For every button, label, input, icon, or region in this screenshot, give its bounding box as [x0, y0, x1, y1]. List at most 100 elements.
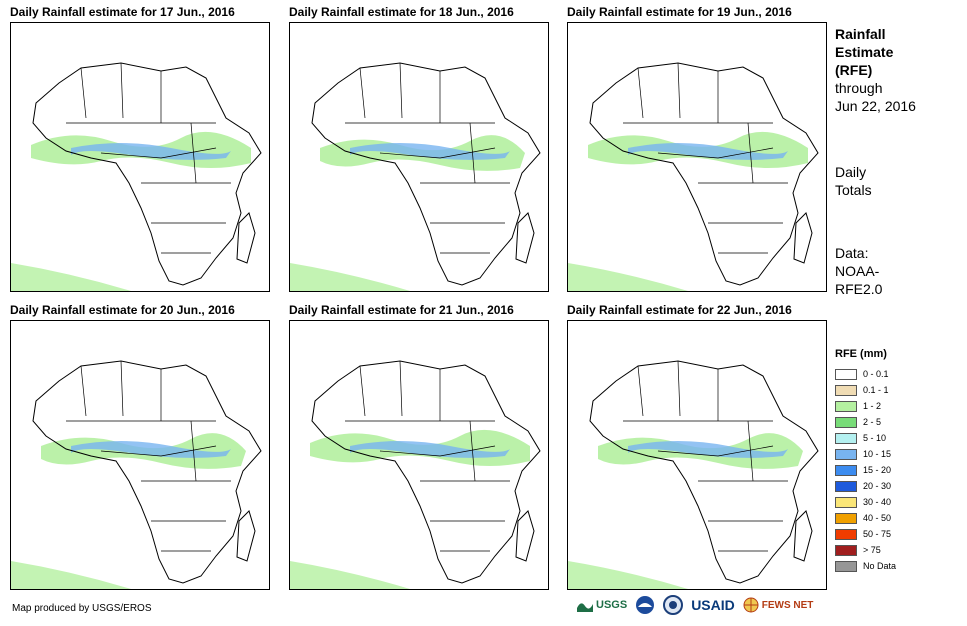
madagascar-outline: [515, 212, 535, 264]
totals-line: Daily: [835, 164, 867, 180]
rain-band: [628, 143, 788, 160]
legend-item: 2 - 5: [835, 414, 896, 430]
legend-swatch: [835, 464, 857, 476]
legend-label: 15 - 20: [863, 465, 892, 475]
legend-swatch: [835, 400, 857, 412]
africa-outline: [32, 360, 262, 584]
legend-item: 1 - 2: [835, 398, 896, 414]
legend-swatch: [835, 480, 857, 492]
legend-label: 5 - 10: [863, 433, 887, 443]
legend-label: No Data: [863, 561, 897, 571]
legend-swatch: [835, 496, 857, 508]
rain-band: [290, 263, 410, 291]
madagascar-outline: [236, 212, 256, 264]
rain-band: [350, 441, 510, 458]
map-canvas: [568, 360, 819, 589]
madagascar-outline: [793, 510, 813, 562]
rain-band: [290, 561, 410, 589]
data-source: Data: NOAA- RFE2.0: [835, 244, 882, 298]
legend-swatch: [835, 560, 857, 572]
africa-outline: [311, 62, 541, 286]
through-date: Jun 22, 2016: [835, 98, 916, 114]
africa-map: [567, 22, 827, 292]
madagascar-outline: [236, 510, 256, 562]
legend-swatch: [835, 512, 857, 524]
africa-outline: [32, 62, 262, 286]
legend-item: > 75: [835, 542, 896, 558]
totals-line: Totals: [835, 182, 872, 198]
partner-logos: USGS USAID FEWS NET: [577, 595, 813, 615]
legend-label: 1 - 2: [863, 401, 882, 411]
africa-map: [289, 22, 549, 292]
legend-item: No Data: [835, 558, 896, 574]
panel-title: Daily Rainfall estimate for 20 Jun., 201…: [10, 303, 235, 317]
legend-swatch: [835, 368, 857, 380]
country-borders: [623, 62, 788, 254]
africa-map: [10, 320, 270, 590]
heading-line: (RFE): [835, 62, 873, 78]
legend-swatch: [835, 432, 857, 444]
legend-label: 40 - 50: [863, 513, 892, 523]
usaid-label: USAID: [691, 597, 735, 613]
madagascar-outline: [793, 212, 813, 264]
country-borders: [345, 62, 510, 254]
legend-swatch: [835, 544, 857, 556]
rain-band: [71, 441, 231, 458]
map-canvas: [290, 360, 541, 589]
legend-item: 15 - 20: [835, 462, 896, 478]
legend-item: 40 - 50: [835, 510, 896, 526]
panel-title: Daily Rainfall estimate for 17 Jun., 201…: [10, 5, 235, 19]
africa-outline: [311, 360, 541, 584]
rain-band: [11, 263, 131, 291]
legend-label: 50 - 75: [863, 529, 892, 539]
noaa-logo-icon: [636, 596, 655, 614]
panel-title: Daily Rainfall estimate for 18 Jun., 201…: [289, 5, 514, 19]
legend-swatch: [835, 528, 857, 540]
map-heading: Rainfall Estimate (RFE) through Jun 22, …: [835, 25, 916, 115]
panel-title: Daily Rainfall estimate for 19 Jun., 201…: [567, 5, 792, 19]
legend-label: 10 - 15: [863, 449, 892, 459]
map-canvas: [290, 62, 541, 291]
africa-map: [289, 320, 549, 590]
africa-outline: [589, 360, 819, 584]
map-canvas: [11, 62, 262, 291]
usaid-logo: USAID: [691, 597, 735, 613]
country-borders: [345, 360, 510, 552]
panel-title: Daily Rainfall estimate for 22 Jun., 201…: [567, 303, 792, 317]
legend-item: 20 - 30: [835, 478, 896, 494]
madagascar-outline: [515, 510, 535, 562]
country-borders: [66, 62, 231, 254]
legend-title: RFE (mm): [835, 348, 887, 360]
legend-item: 5 - 10: [835, 430, 896, 446]
legend-items: 0 - 0.1 0.1 - 1 1 - 2 2 - 5 5 - 10 10 - 15 15 …: [835, 366, 896, 574]
credit-text: Map produced by USGS/EROS: [12, 603, 152, 614]
rfe-legend: RFE (mm) 0 - 0.1 0.1 - 1 1 - 2 2 - 5 5 - 10 1…: [835, 348, 896, 574]
legend-label: 2 - 5: [863, 417, 882, 427]
through-label: through: [835, 80, 883, 96]
legend-item: 50 - 75: [835, 526, 896, 542]
usgs-logo: USGS: [577, 598, 627, 612]
map-canvas: [568, 62, 819, 291]
rain-band: [11, 561, 131, 589]
legend-label: 0.1 - 1: [863, 385, 889, 395]
fews-label: FEWS NET: [761, 599, 814, 611]
data-line: Data:: [835, 245, 869, 261]
legend-label: > 75: [863, 545, 881, 555]
legend-item: 10 - 15: [835, 446, 896, 462]
legend-swatch: [835, 448, 857, 460]
legend-item: 0 - 0.1: [835, 366, 896, 382]
usgs-wave-icon: [577, 603, 593, 612]
globe-icon: [743, 597, 759, 613]
africa-outline: [589, 62, 819, 286]
legend-swatch: [835, 384, 857, 396]
legend-swatch: [835, 416, 857, 428]
legend-item: 0.1 - 1: [835, 382, 896, 398]
legend-item: 30 - 40: [835, 494, 896, 510]
data-line: NOAA-: [835, 263, 880, 279]
legend-label: 30 - 40: [863, 497, 892, 507]
panel-title: Daily Rainfall estimate for 21 Jun., 201…: [289, 303, 514, 317]
legend-label: 20 - 30: [863, 481, 892, 491]
seal-logo-icon: [663, 595, 684, 615]
legend-label: 0 - 0.1: [863, 369, 889, 379]
rain-band: [350, 143, 510, 160]
